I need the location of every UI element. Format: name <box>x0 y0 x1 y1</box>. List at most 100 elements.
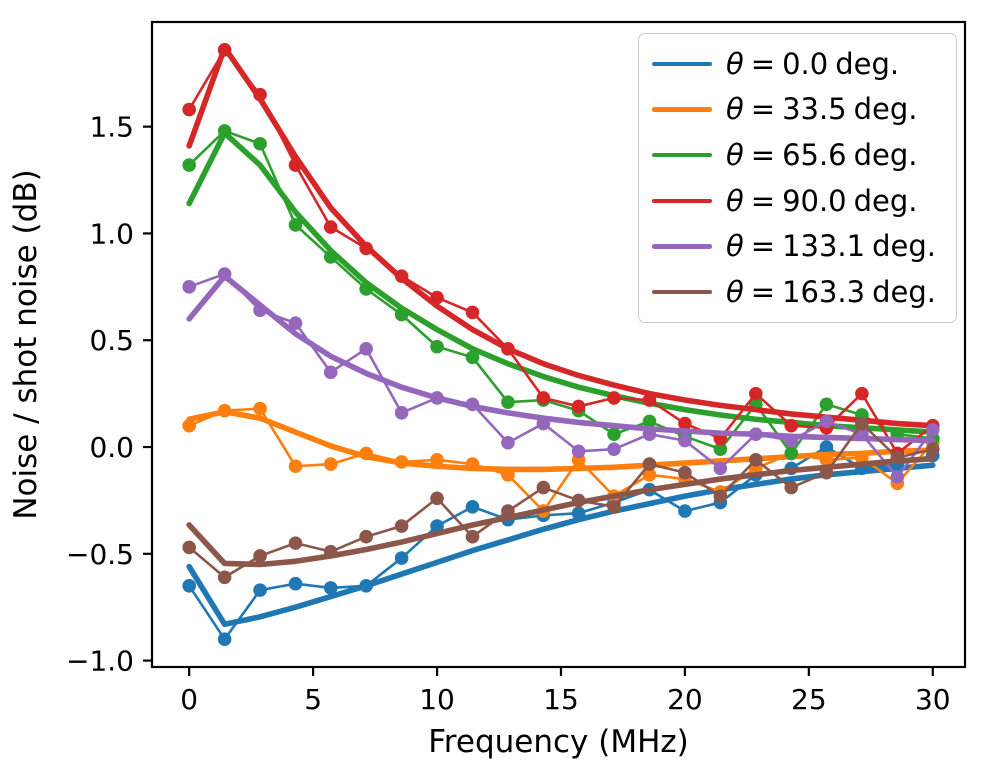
legend-label-part: θ <box>726 183 744 218</box>
legend-label-part: θ <box>726 138 744 173</box>
data-point <box>784 418 799 433</box>
data-point <box>607 391 621 405</box>
data-point <box>288 576 303 591</box>
fit-line-theta-65.6-deg <box>186 130 936 435</box>
legend-label-part: deg. <box>872 229 936 264</box>
legend-label-part: θ <box>726 46 744 81</box>
data-point <box>253 583 267 597</box>
legend-label-part: deg. <box>853 138 918 173</box>
fit-line-theta-90.0-deg <box>186 44 936 429</box>
data-point <box>253 401 267 416</box>
legend-label-part: = <box>750 275 776 310</box>
legend-label-part: = <box>750 138 776 173</box>
data-point <box>465 500 480 514</box>
legend-label: θ = 33.5 deg. <box>726 92 918 126</box>
x-axis-tick-label: 5 <box>304 683 322 716</box>
data-point <box>536 480 551 495</box>
legend-entry-theta-65.6-deg: θ = 65.6 deg. <box>652 133 946 178</box>
legend-label-part: 133.1 <box>782 229 866 264</box>
legend-label-part: deg. <box>835 46 900 81</box>
data-point <box>784 480 799 495</box>
data-point <box>784 446 799 461</box>
data-point <box>182 418 196 433</box>
x-axis-label: Frequency (MHz) <box>428 724 689 760</box>
fit-line-theta-163.3-deg <box>186 455 936 568</box>
series-theta-133.1-deg <box>182 267 940 484</box>
data-point <box>430 339 444 354</box>
x-axis-tick-label: 15 <box>543 683 579 716</box>
series-theta-163.3-deg <box>182 416 940 585</box>
data-point <box>359 341 373 356</box>
series-theta-65.6-deg <box>182 124 940 461</box>
legend-label-part: = <box>750 46 776 81</box>
data-point <box>501 435 515 450</box>
legend-label: θ = 133.1 deg. <box>726 229 936 263</box>
data-point <box>749 386 763 401</box>
fit-line-theta-0.0-deg <box>186 462 936 628</box>
data-point <box>465 529 480 544</box>
legend-label-part: 33.5 <box>782 92 847 127</box>
x-axis-tick-label: 0 <box>180 683 198 716</box>
y-axis-tick-label: 1.5 <box>89 111 134 144</box>
data-line-theta-163.3-deg <box>188 422 934 579</box>
data-point <box>819 414 834 429</box>
legend-label-part: 65.6 <box>782 138 847 173</box>
plot-frame <box>150 20 967 669</box>
legend-line-sample <box>652 107 712 112</box>
data-line-theta-65.6-deg <box>188 129 933 455</box>
legend-line-sample <box>652 244 712 249</box>
y-axis-label: Noise / shot noise (dB) <box>8 169 44 519</box>
legend-entry-theta-163.3-deg: θ = 163.3 deg. <box>652 270 946 315</box>
legend-entry-theta-133.1-deg: θ = 133.1 deg. <box>652 224 946 269</box>
data-point <box>430 491 444 506</box>
legend-label-part: deg. <box>853 183 918 218</box>
data-point <box>182 579 196 593</box>
data-point <box>288 218 303 232</box>
data-point <box>678 504 692 518</box>
data-point <box>855 386 869 401</box>
data-point <box>359 529 373 544</box>
fit-line-theta-33.5-deg <box>186 408 936 473</box>
legend: θ = 0.0 deg. θ = 33.5 deg. θ = 65.6 deg. θ = 90.0 deg. θ… <box>638 33 957 323</box>
data-point <box>394 406 409 420</box>
legend-label-part: 90.0 <box>782 183 847 218</box>
data-point <box>323 220 338 234</box>
data-point <box>678 433 692 448</box>
data-point <box>571 444 586 459</box>
data-point <box>925 423 940 437</box>
legend-label-part: 0.0 <box>782 46 829 81</box>
data-point <box>536 391 551 405</box>
data-point <box>323 457 338 471</box>
x-axis: 0 5 10 15 20 25 30 <box>180 667 951 716</box>
legend-label-part: deg. <box>853 92 918 127</box>
series-theta-90.0-deg <box>182 42 940 461</box>
data-point <box>182 280 196 294</box>
legend-label-part: = <box>750 183 776 218</box>
data-point <box>855 416 869 431</box>
data-point <box>182 102 196 117</box>
legend-label: θ = 90.0 deg. <box>726 184 918 218</box>
data-point <box>713 442 728 456</box>
data-line-theta-90.0-deg <box>188 48 934 455</box>
data-point <box>182 540 196 555</box>
data-point <box>678 416 692 431</box>
data-point <box>749 453 763 467</box>
data-point <box>253 549 267 563</box>
legend-label-part: 163.3 <box>782 275 866 310</box>
data-point <box>607 442 621 456</box>
legend-label-part: deg. <box>872 275 936 310</box>
y-axis-tick-label: −0.5 <box>66 538 134 571</box>
data-point <box>642 457 657 471</box>
legend-entry-theta-90.0-deg: θ = 90.0 deg. <box>652 178 946 223</box>
x-axis-tick-label: 20 <box>667 683 703 716</box>
legend-label: θ = 163.3 deg. <box>726 275 936 309</box>
y-axis-tick-label: 1.0 <box>89 217 134 250</box>
legend-label-part: θ <box>726 92 744 127</box>
legend-label: θ = 65.6 deg. <box>726 138 918 172</box>
data-point <box>465 305 480 320</box>
x-axis-tick-label: 10 <box>419 683 455 716</box>
data-point <box>430 519 444 533</box>
data-point <box>288 316 303 330</box>
data-point <box>571 399 586 414</box>
